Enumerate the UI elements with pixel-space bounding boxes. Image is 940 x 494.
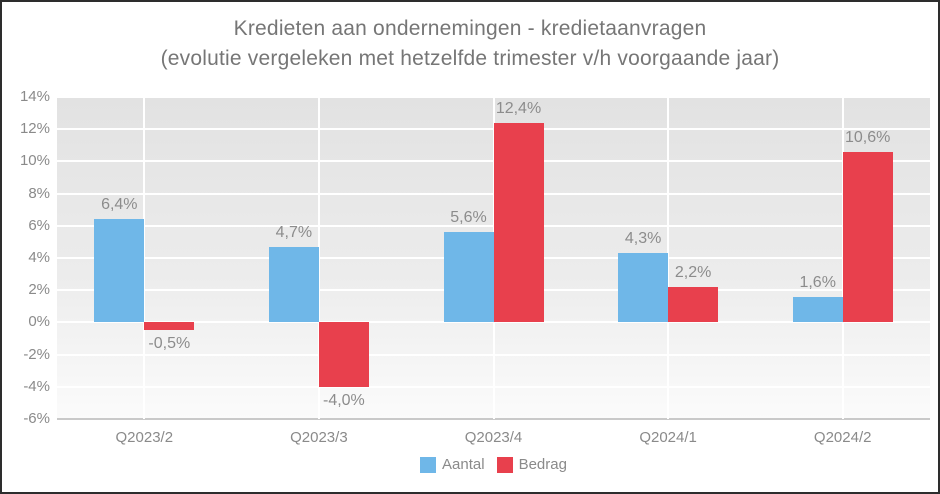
bar-bedrag-q2024-2 [842, 151, 893, 323]
y-tick-label: 2% [28, 281, 50, 299]
legend-label-bedrag: Bedrag [518, 456, 567, 473]
bar-bedrag-q2023-2 [144, 322, 195, 331]
bar-bedrag-q2024-1 [668, 286, 719, 323]
bar-bedrag-q2023-3 [318, 322, 369, 387]
bar-value-label: 4,7% [275, 223, 313, 241]
y-tick-label: 8% [28, 184, 50, 202]
bar-aantal-q2024-2 [792, 296, 843, 323]
x-tick-label: Q2023/3 [290, 429, 348, 446]
x-tick-label: Q2024/2 [813, 429, 872, 446]
bar-value-label: 5,6% [450, 209, 487, 227]
legend-swatch-aantal [420, 456, 437, 473]
x-axis-line [57, 418, 930, 420]
y-tick-label: 10% [19, 152, 50, 170]
x-tick-label: Q2023/4 [464, 429, 523, 446]
legend-item-aantal: Aantal [420, 456, 485, 473]
y-tick-label: -6% [23, 410, 50, 427]
plot-area: 6,4% 4,7% 5,6% 4,3% 1,6% -0,5% -4,0% 12,4% 2,2% 1… [57, 96, 930, 420]
y-tick-label: 12% [19, 120, 50, 138]
gridline-vertical [667, 97, 670, 419]
x-tick-label: Q2024/1 [639, 429, 697, 446]
chart-title-line1: Kredieten aan ondernemingen - kredietaan… [233, 17, 707, 40]
legend: Aantal Bedrag [57, 456, 930, 473]
bar-value-label: 10,6% [845, 128, 891, 146]
gridline-vertical [143, 97, 146, 419]
bar-value-label: 4,3% [624, 230, 662, 248]
chart-title-line2: (evolutie vergeleken met hetzelfde trime… [160, 47, 780, 70]
y-tick-label: 6% [28, 216, 50, 234]
chart-title: Kredieten aan ondernemingen - kredietaan… [2, 14, 938, 74]
gridline-vertical [317, 97, 320, 419]
legend-label-aantal: Aantal [442, 456, 485, 473]
y-tick-label: 14% [19, 88, 50, 105]
bar-bedrag-q2023-4 [493, 122, 544, 323]
y-tick-label: -4% [23, 377, 50, 395]
bar-aantal-q2024-1 [618, 253, 669, 323]
bar-value-label: 12,4% [495, 99, 542, 117]
bar-value-label: -0,5% [148, 335, 191, 353]
legend-swatch-bedrag [496, 456, 513, 473]
x-tick-label: Q2023/2 [115, 429, 174, 446]
bar-value-label: -4,0% [322, 391, 365, 409]
bar-value-label: 1,6% [799, 273, 836, 291]
bar-aantal-q2023-2 [94, 219, 145, 323]
bar-aantal-q2023-4 [443, 232, 494, 323]
bar-value-label: 2,2% [674, 263, 712, 281]
bar-value-label: 6,4% [101, 196, 138, 214]
legend-item-bedrag: Bedrag [496, 456, 567, 473]
y-tick-label: -2% [23, 345, 50, 363]
bar-aantal-q2023-3 [268, 246, 319, 323]
y-tick-label: 4% [28, 249, 50, 266]
y-tick-label: 0% [28, 313, 50, 331]
